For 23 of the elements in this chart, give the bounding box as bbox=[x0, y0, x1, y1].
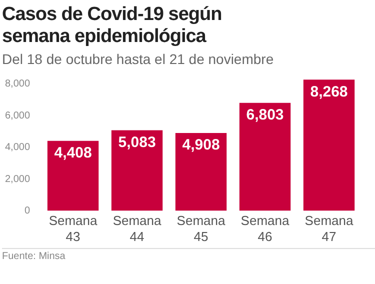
data-label: 8,268 bbox=[310, 83, 348, 100]
bar bbox=[239, 102, 291, 211]
y-tick-label: 2,000 bbox=[4, 174, 30, 185]
source-note: Fuente: Minsa bbox=[2, 248, 375, 262]
y-tick-label: 6,000 bbox=[4, 110, 30, 122]
data-label: 6,803 bbox=[246, 106, 284, 124]
x-tick-label: Semana 44 bbox=[112, 213, 162, 244]
bar bbox=[47, 140, 99, 211]
y-tick-label: 4,000 bbox=[4, 142, 30, 154]
data-label: 4,408 bbox=[54, 144, 92, 162]
x-tick-label: Semana 47 bbox=[304, 213, 354, 244]
x-tick-label: Semana 43 bbox=[48, 213, 98, 244]
data-label: 4,908 bbox=[182, 136, 220, 154]
bar bbox=[175, 132, 227, 211]
x-tick-label: Semana 46 bbox=[240, 213, 290, 244]
bar bbox=[303, 80, 355, 211]
x-tick-label: Semana 45 bbox=[176, 213, 226, 244]
y-tick-label: 8,000 bbox=[4, 78, 30, 90]
data-label: 5,083 bbox=[118, 134, 156, 151]
bar bbox=[111, 130, 163, 211]
chart-subtitle: Del 18 de octubre hasta el 21 de noviembre bbox=[2, 51, 275, 67]
y-tick-label: 0 bbox=[24, 206, 30, 217]
chart-title: Casos de Covid-19 según semana epidemiológica bbox=[2, 4, 223, 48]
